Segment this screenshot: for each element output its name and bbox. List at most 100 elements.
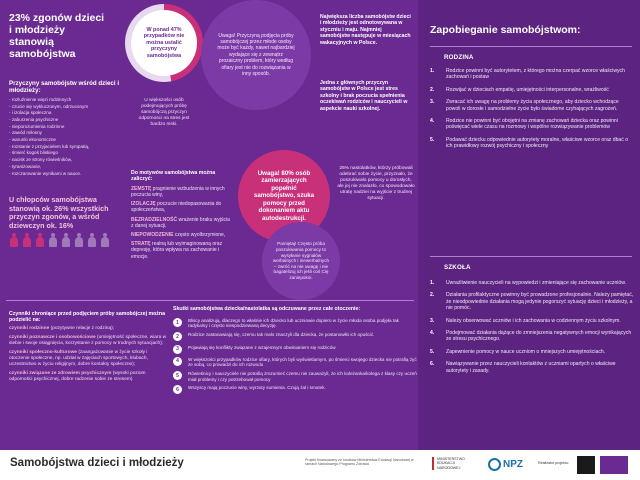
protect-key: czynniki społeczno-kulturowe — [9, 350, 77, 356]
people-icons — [9, 233, 110, 247]
protective-section: Czynniki chroniące przed podjęciem próby… — [9, 311, 167, 383]
pie-note: U większości osób podejmujących próbę sa… — [138, 98, 190, 127]
signs-list: 1 Bliscy analizują, dlaczego to właśnie i… — [173, 318, 418, 398]
motive-key: STRATĘ — [131, 241, 151, 248]
list-item: czucie się wykluczonym, odrzuconym — [9, 104, 121, 111]
motive-text: wrażenie braku wyjścia z danej sytuacji, — [131, 216, 230, 229]
protect-text: (zaangażowanie w życie szkoły i otoczeni… — [9, 350, 148, 368]
npz-text: NPZ — [503, 458, 523, 470]
item-text: Podawać dziecku odpowiednie autorytety m… — [446, 136, 629, 150]
list-item: śmierć kogoś bliskiego — [9, 150, 121, 157]
sign-text: Rodzice zastanawiają się, czemu tak mało… — [188, 332, 375, 338]
motives-section: Do motywów samobójstwa można zaliczyć: Z… — [131, 170, 233, 260]
funding-note: Projekt finansowany ze środków Ministers… — [305, 458, 414, 467]
warning-box: Uwaga! Przyczyną podjęcia próby samobójc… — [201, 0, 311, 110]
list-item: zaburzenia psychiczne — [9, 117, 121, 124]
protect-key: czynniki rodzinne — [9, 326, 50, 332]
item-text: Rodzice powinni być autorytetem, z które… — [446, 68, 625, 81]
causes-section: Przyczyny samobójstw wśród dzieci i młod… — [9, 80, 121, 177]
list-item: 1 Bliscy analizują, dlaczego to właśnie i… — [173, 318, 418, 329]
list-item: 5. Podawać dziecku odpowiednie autorytety… — [430, 137, 634, 150]
number-badge: 2 — [173, 332, 182, 342]
sign-text: Pojawiają się konflikty związane z wzaje… — [188, 344, 336, 350]
item-text: Należy obserwować uczniów i ich zachowan… — [446, 317, 621, 324]
list-item: 2. Rozwijać w dzieciach empatię, umiejętn… — [430, 86, 609, 93]
footer-title: Samobójstwa dzieci i młodzieży — [10, 457, 184, 469]
list-item: rozluźnienie więzi rodzinnych — [9, 97, 121, 104]
person-icon — [35, 233, 45, 247]
list-item: nieporozumienia rodzinne — [9, 124, 121, 131]
person-icon — [87, 233, 97, 247]
motive-key: BEZRADZIELNOŚĆ — [131, 216, 178, 223]
causes-list: rozluźnienie więzi rodzinnych czucie się… — [9, 97, 121, 177]
headline: 23% zgonów dzieci i młodzieży stanowią s… — [9, 12, 105, 60]
divider — [430, 46, 632, 47]
list-item: 4. Podejmować działania dążące do zmniejs… — [430, 330, 634, 343]
number-badge: 1 — [173, 318, 182, 327]
left-panel: 23% zgonów dzieci i młodzieży stanowią s… — [0, 0, 418, 450]
list-item: 6 Wszyscy mają poczucie winy, wyrzuty sum… — [173, 385, 418, 395]
motives-title: Do motywów samobójstwa można zaliczyć: — [131, 170, 216, 183]
divider — [430, 256, 632, 257]
sign-text: Rówieśnicy i nauczyciele nie potrafią zr… — [188, 371, 417, 382]
list-item: rozstanie z przyjacielem lub sympatią, — [9, 144, 121, 151]
person-icon — [74, 233, 84, 247]
list-item: 1. Rodzice powinni być autorytetem, z któ… — [430, 68, 634, 81]
sign-text: W większości przypadków rodzice ofiary, … — [188, 356, 417, 368]
stat-months: Największa liczba samobójstw dzieci i mł… — [320, 14, 411, 46]
list-item: 3 Pojawiają się konflikty związane z wzaj… — [173, 344, 418, 354]
signs-title: Skutki samobójstwa dziecka/nastolatka są… — [173, 306, 361, 312]
list-item: rozczarowanie wynikami w nauce. — [9, 171, 121, 178]
causes-title: Przyczyny samobójstw wśród dzieci i młod… — [9, 80, 120, 95]
item-text: Rozwijać w dzieciach empatię, umiejętnoś… — [446, 86, 609, 93]
protect-text: (pozytywne relacje z rodziną); — [50, 326, 115, 332]
divider — [6, 300, 414, 301]
list-item: i izolacja społeczna — [9, 110, 121, 117]
item-text: Podejmować działania dążące do zmniejsze… — [446, 330, 632, 343]
pie-chart: W ponad 47% przypadków nie można ustalić… — [125, 4, 203, 82]
list-item: 5 Rówieśnicy i nauczyciele nie potrafią z… — [173, 371, 418, 382]
motive-text: pragnienie wzbudzenia w innych poczucia … — [131, 185, 225, 199]
motive-text: poczucie niedopasowania do społeczeństwa… — [131, 201, 222, 214]
list-item: nacisk ze strony rówieśników, — [9, 157, 121, 164]
person-icon — [61, 233, 71, 247]
teens-stat: 25% nastolatków, którzy próbowali odebra… — [337, 166, 415, 201]
list-item: zawód miłosny — [9, 130, 121, 137]
sign-text: Wszyscy mają poczucie winy, wyrzuty sumi… — [188, 385, 326, 391]
list-item: tyranizowanie, — [9, 164, 121, 171]
ministry-logo: MINISTERSTWO EDUKACJI NARODOWEJ — [432, 457, 476, 471]
person-icon — [9, 233, 19, 247]
list-item: 1. Uwrażliwienie nauczycieli na wypowiedz… — [430, 280, 627, 286]
npz-circle-icon — [488, 457, 501, 471]
school-list: 1. Uwrażliwienie nauczycieli na wypowiedz… — [430, 280, 634, 380]
item-text: Działania profilaktyczne powinny być pro… — [446, 292, 634, 312]
item-text: Uwrażliwienie nauczycieli na wypowiedzi … — [446, 280, 627, 286]
footer: Samobójstwa dzieci i młodzieży Projekt f… — [0, 450, 640, 480]
protect-text: (wysoki poziom odporności psychicznej, d… — [9, 371, 146, 383]
person-icon — [100, 233, 110, 247]
partner-logo — [600, 456, 628, 474]
list-item: 4. Rodzice nie powinni być obojętni na zm… — [430, 118, 634, 131]
realizator-label: Realizator projektu: — [538, 461, 569, 465]
stat-school: Jedna z głównych przyczyn samobójstw w P… — [320, 80, 408, 112]
list-item: 2 Rodzice zastanawiają się, czemu tak mał… — [173, 332, 418, 342]
protective-title: Czynniki chroniące przed podjęciem próby… — [9, 311, 165, 324]
motive-key: ZEMSTĘ — [131, 185, 152, 192]
list-item: 6. Nawiązywanie przez nauczycieli kontakt… — [430, 361, 634, 374]
list-item: warunki ekonomiczne — [9, 137, 121, 144]
protect-key: czynniki poznawcze i osobowościowe — [9, 335, 96, 341]
protect-text: (umiejętność społeczne, wiara w siebie i… — [9, 335, 167, 347]
motive-text: realną lub wyimaginowaną oraz depresję, … — [131, 241, 223, 260]
motive-text: często wyolbrzymione, — [174, 232, 226, 239]
item-text: Nawiązywanie przez nauczycieli kontaktów… — [446, 361, 616, 374]
item-text: Rodzice nie powinni być obojętni na zmia… — [446, 118, 618, 131]
person-icon — [48, 233, 58, 247]
person-icon — [22, 233, 32, 247]
motive-key: IZOLACJĘ — [131, 201, 156, 208]
number-badge: 5 — [173, 371, 182, 381]
list-item: 5. Zapewnienie pomocy w nauce uczniom o m… — [430, 348, 606, 355]
pie-label: W ponad 47% przypadków nie można ustalić… — [131, 10, 197, 76]
item-text: Zapewnienie pomocy w nauce uczniom o mni… — [446, 348, 606, 355]
remember-box: Pamiętaj! Często próba poszukiwania pomo… — [262, 222, 340, 300]
npz-logo: NPZ — [488, 455, 528, 473]
